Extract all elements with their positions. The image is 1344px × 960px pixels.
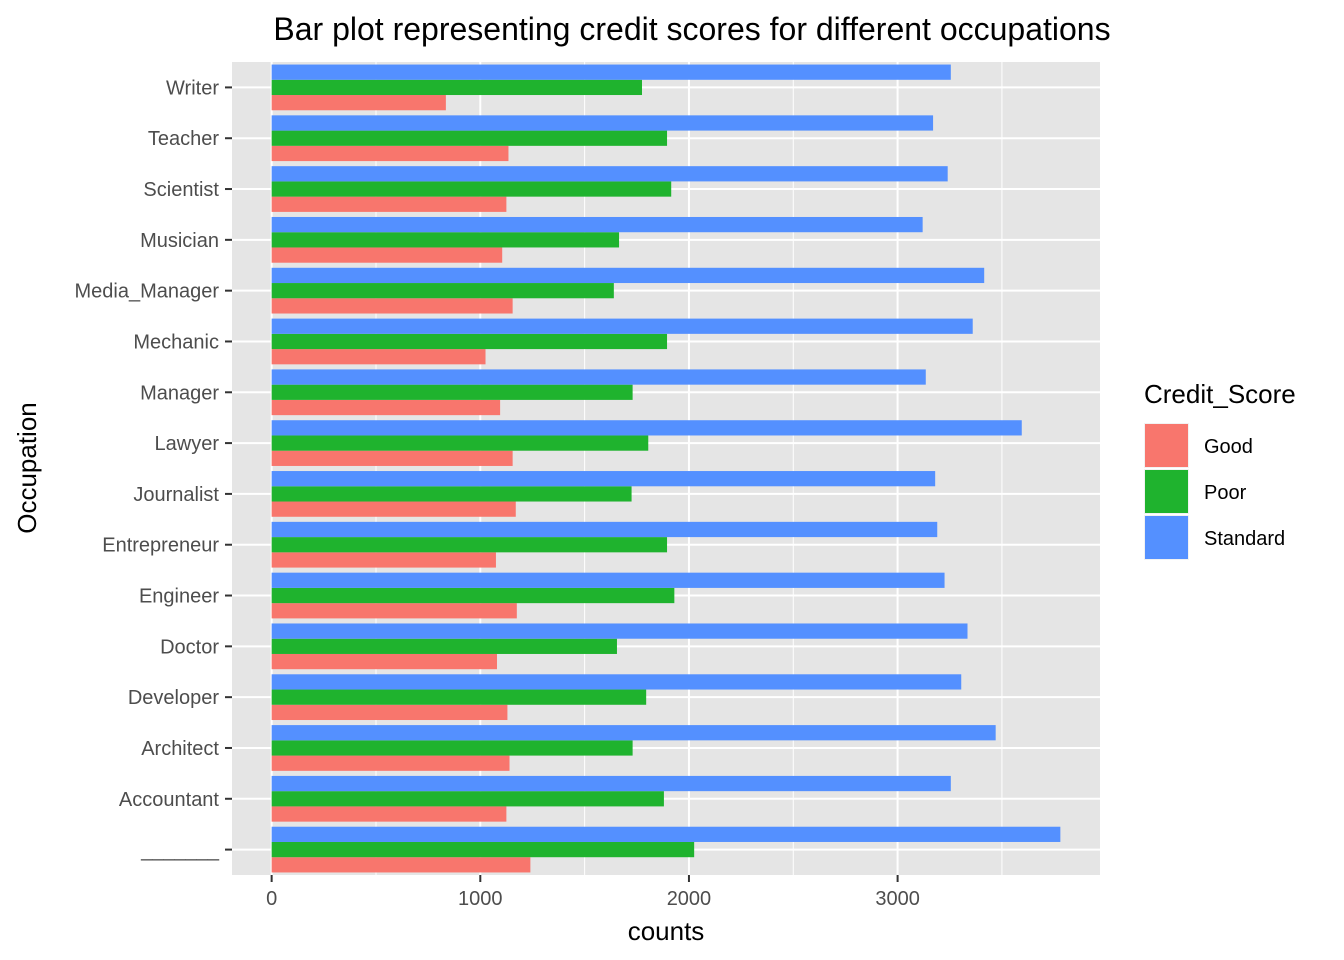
bar-standard-doctor — [271, 623, 968, 639]
bar-good-manager — [271, 399, 501, 416]
bar-good-- — [271, 857, 531, 873]
bar-standard-developer — [271, 674, 962, 690]
bar-poor-- — [271, 841, 695, 858]
y-tick-label: Doctor — [160, 636, 219, 658]
bar-good-lawyer — [271, 450, 513, 466]
bar-standard-accountant — [271, 775, 951, 792]
bars — [271, 64, 1061, 873]
legend-key-standard — [1145, 516, 1188, 559]
bar-standard-scientist — [271, 166, 948, 182]
bar-standard-architect — [271, 725, 996, 741]
y-tick-label: Manager — [140, 382, 219, 404]
bar-poor-teacher — [271, 130, 668, 146]
bar-poor-architect — [271, 740, 633, 756]
bar-standard-musician — [271, 216, 923, 233]
y-axis-title: Occupation — [12, 402, 42, 534]
bar-good-doctor — [271, 653, 497, 670]
bar-good-entrepreneur — [271, 552, 496, 568]
y-tick-label: Developer — [128, 687, 220, 709]
bar-standard-writer — [271, 64, 951, 80]
x-tick-label: 3000 — [875, 888, 920, 910]
x-tick-label: 2000 — [667, 888, 712, 910]
legend-label-poor: Poor — [1204, 482, 1247, 504]
y-tick-label: Entrepreneur — [102, 535, 219, 557]
bar-standard-engineer — [271, 572, 945, 588]
bar-poor-scientist — [271, 181, 672, 197]
bar-poor-manager — [271, 384, 633, 400]
bar-good-mechanic — [271, 349, 486, 365]
bar-standard-manager — [271, 369, 926, 385]
bar-standard-entrepreneur — [271, 521, 938, 538]
y-tick-label: _______ — [140, 840, 220, 862]
bar-poor-accountant — [271, 791, 664, 807]
bar-standard-media-manager — [271, 267, 985, 284]
x-axis: 0 1000 2000 3000 — [266, 875, 920, 910]
y-tick-label: Musician — [140, 230, 219, 252]
bar-good-scientist — [271, 196, 507, 212]
bar-good-musician — [271, 247, 503, 263]
bar-good-journalist — [271, 501, 516, 517]
y-tick-label: Writer — [166, 77, 219, 99]
bar-standard-lawyer — [271, 420, 1022, 436]
chart-title: Bar plot representing credit scores for … — [273, 11, 1110, 47]
legend-title: Credit_Score — [1144, 379, 1296, 409]
bar-good-teacher — [271, 145, 509, 162]
bar-poor-entrepreneur — [271, 537, 668, 553]
bar-poor-writer — [271, 79, 643, 96]
y-tick-label: Mechanic — [133, 331, 219, 353]
bar-good-developer — [271, 704, 508, 721]
bar-poor-doctor — [271, 638, 617, 654]
bar-standard-journalist — [271, 471, 936, 487]
y-axis: _______ Accountant Architect Developer Docto… — [74, 77, 232, 862]
bar-good-architect — [271, 755, 510, 771]
x-tick-label: 1000 — [458, 888, 503, 910]
y-tick-label: Media_Manager — [74, 281, 219, 303]
bar-poor-lawyer — [271, 435, 649, 451]
bar-standard-mechanic — [271, 318, 973, 334]
legend-key-poor — [1145, 470, 1188, 513]
bar-poor-musician — [271, 232, 620, 248]
bar-good-accountant — [271, 806, 507, 822]
y-tick-label: Engineer — [139, 586, 219, 608]
x-tick-label: 0 — [266, 888, 277, 910]
y-tick-label: Journalist — [133, 484, 219, 506]
bar-poor-developer — [271, 689, 647, 705]
bar-poor-journalist — [271, 486, 632, 502]
y-tick-label: Lawyer — [155, 433, 220, 455]
legend-key-good — [1145, 424, 1188, 467]
legend-label-good: Good — [1204, 436, 1253, 458]
bar-poor-mechanic — [271, 333, 668, 350]
legend: Credit_Score Good Poor Standard — [1144, 379, 1296, 560]
y-tick-label: Accountant — [119, 789, 220, 811]
bar-standard-teacher — [271, 115, 934, 131]
y-tick-label: Teacher — [148, 128, 219, 150]
y-tick-label: Architect — [141, 738, 219, 760]
bar-good-engineer — [271, 603, 517, 619]
bar-good-writer — [271, 95, 446, 111]
bar-poor-engineer — [271, 587, 675, 604]
bar-good-media-manager — [271, 298, 513, 314]
x-axis-title: counts — [628, 916, 705, 946]
y-tick-label: Scientist — [143, 179, 219, 201]
legend-label-standard: Standard — [1204, 528, 1285, 550]
bar-standard-- — [271, 826, 1061, 842]
bar-poor-media-manager — [271, 283, 614, 299]
